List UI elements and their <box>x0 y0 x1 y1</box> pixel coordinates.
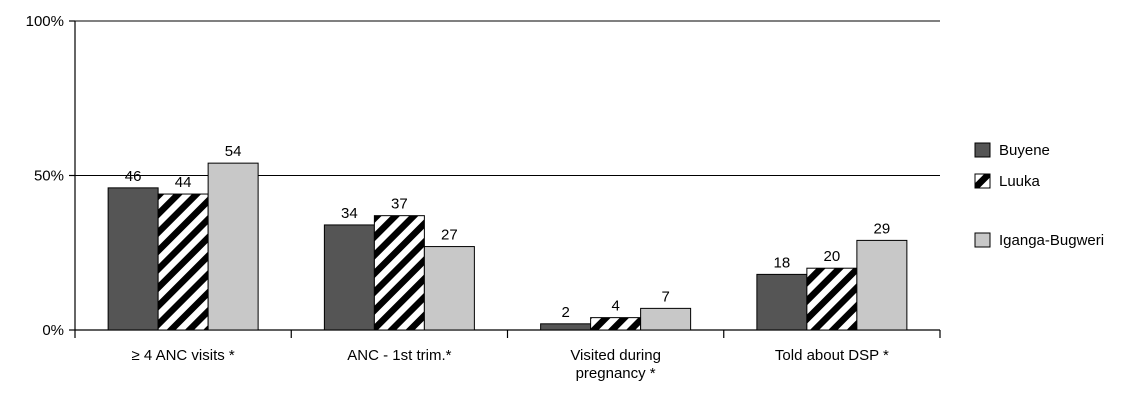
y-tick-label: 50% <box>34 168 64 185</box>
data-label: 29 <box>874 220 891 237</box>
bar-luuka <box>157 193 209 331</box>
bar-buyene <box>540 323 592 331</box>
bar-luuka <box>373 215 425 331</box>
legend: Buyene Luuka Iganga-Bugweri <box>974 142 1104 249</box>
bar-buyene <box>107 187 159 331</box>
x-category-label: Visited during pregnancy * <box>570 347 661 382</box>
bar-iganga-bugweri <box>423 246 475 331</box>
data-label: 54 <box>225 143 242 160</box>
gridlines <box>75 20 940 176</box>
y-tick-label: 100% <box>26 13 64 30</box>
bars <box>107 162 908 331</box>
data-label: 34 <box>341 205 358 222</box>
legend-swatch <box>974 142 991 158</box>
legend-label: Buyene <box>999 142 1050 159</box>
bar-iganga-bugweri <box>856 239 908 331</box>
x-category-label: ≥ 4 ANC visits * <box>131 347 234 364</box>
x-category-label: Told about DSP * <box>775 347 889 364</box>
bar-iganga-bugweri <box>207 162 259 331</box>
data-label: 18 <box>774 254 791 271</box>
bar-iganga-bugweri <box>640 307 692 331</box>
data-label: 37 <box>391 196 408 213</box>
data-labels: 46 44 54 34 37 27 2 4 7 18 20 29 <box>125 143 890 321</box>
legend-swatch <box>974 173 991 189</box>
data-label: 20 <box>824 248 841 265</box>
data-label: 2 <box>561 304 569 321</box>
x-category-label: ANC - 1st trim.* <box>347 347 451 364</box>
data-label: 4 <box>611 298 619 315</box>
legend-label: Luuka <box>999 173 1041 190</box>
bar-buyene <box>323 224 375 331</box>
data-label: 27 <box>441 227 458 244</box>
y-tick-label: 0% <box>42 322 64 339</box>
legend-label: Iganga-Bugweri <box>999 232 1104 249</box>
legend-swatch <box>974 232 991 248</box>
bar-buyene <box>756 273 808 331</box>
axes: 0% 50% 100% ≥ 4 ANC visits * ANC - 1st trim.… <box>26 13 941 382</box>
data-label: 46 <box>125 168 142 185</box>
bar-luuka <box>806 267 858 331</box>
bar-luuka <box>590 317 642 331</box>
data-label: 44 <box>175 174 192 191</box>
data-label: 7 <box>661 288 669 305</box>
